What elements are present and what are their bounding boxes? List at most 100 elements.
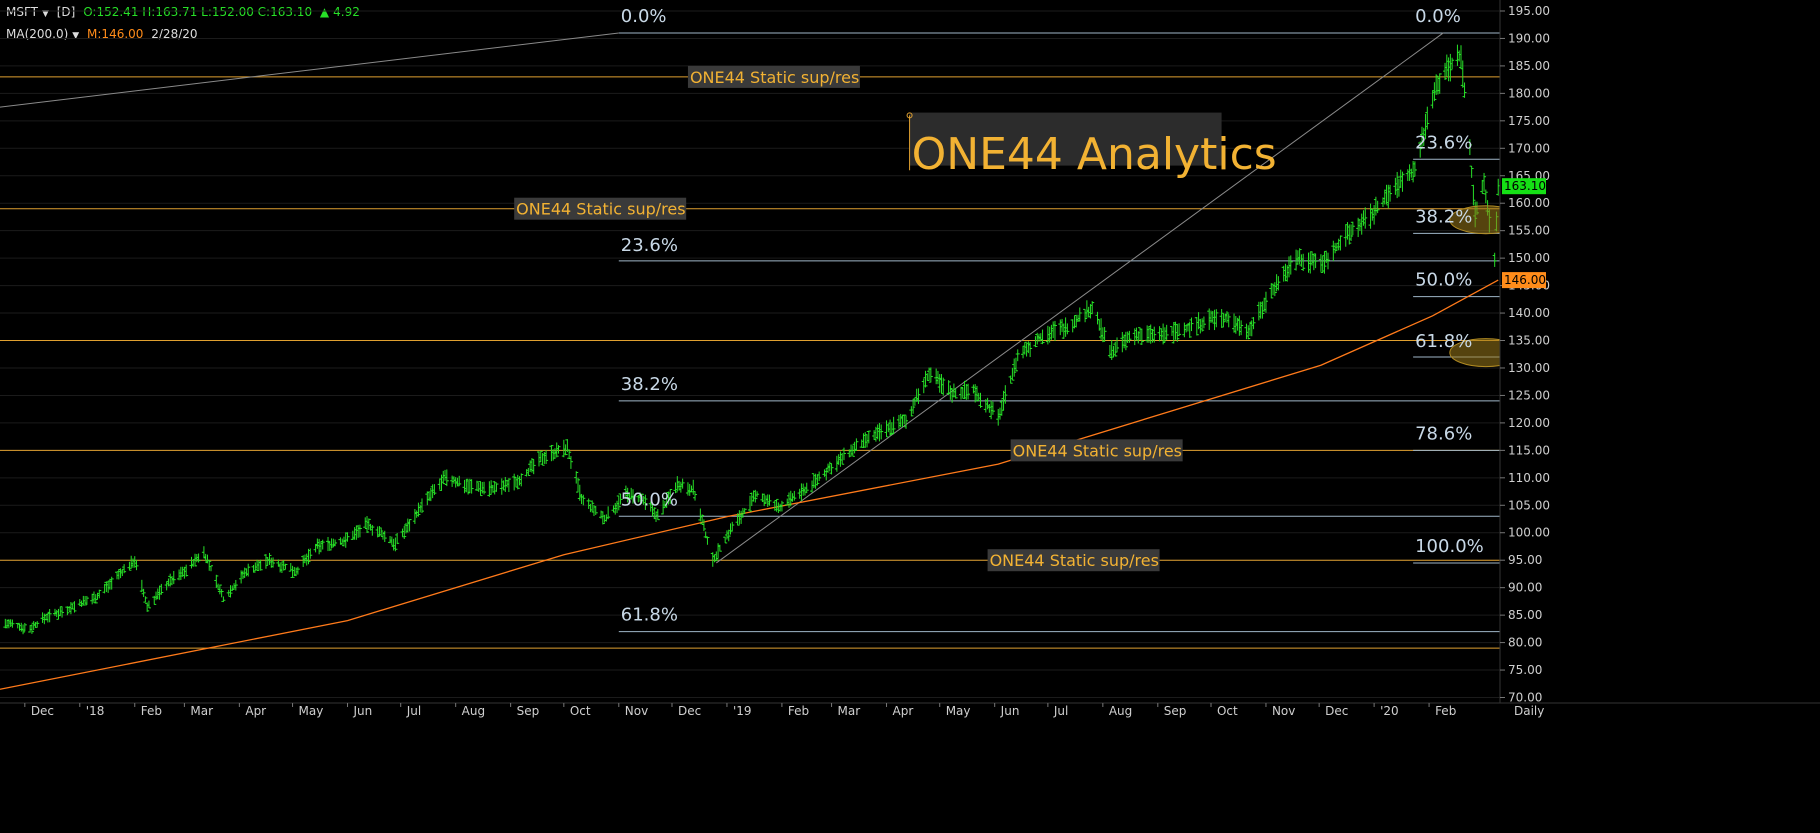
ma-study-value: M:146.00 [87, 27, 144, 41]
static-label-box [1010, 439, 1183, 462]
date-tick-label: '19 [733, 704, 752, 718]
ma-price-badge [1502, 272, 1546, 289]
date-tick-label: Apr [893, 704, 914, 718]
price-tick-label: 175.00 [1508, 114, 1550, 128]
fibonacci-retracements [618, 32, 1500, 633]
ma-study-date: 2/28/20 [151, 27, 198, 41]
price-tick-label: 185.00 [1508, 59, 1550, 73]
fib-level-label: 61.8% [621, 605, 678, 626]
price-tick-label: 140.00 [1508, 306, 1550, 320]
fib-level-label: 38.2% [1415, 206, 1472, 227]
price-tick-label: 170.00 [1508, 141, 1550, 155]
date-tick-label: Nov [1272, 704, 1295, 718]
date-tick-label: Jun [1000, 704, 1020, 718]
ma-study-label[interactable]: MA(200.0) [6, 27, 69, 41]
date-tick-label: Jun [353, 704, 373, 718]
date-tick-label: Sep [517, 704, 540, 718]
price-tick-label: 90.00 [1508, 581, 1542, 595]
date-tick-label: Jul [406, 704, 421, 718]
watermark-anchor-icon [906, 112, 913, 119]
date-tick-label: Oct [1217, 704, 1238, 718]
price-bars [3, 44, 1501, 635]
date-tick-label: Oct [570, 704, 591, 718]
chart-header-study: MA(200.0) ▼ M:146.00 2/28/20 [6, 27, 202, 41]
ohlc-readout: O:152.41 H:163.71 L:152.00 C:163.10 [83, 5, 313, 19]
price-tick-label: 100.00 [1508, 526, 1550, 540]
price-tick-label: 75.00 [1508, 663, 1542, 677]
fib-level-label: 38.2% [621, 374, 678, 395]
date-tick-label: Feb [141, 704, 162, 718]
chart-labels: 0.0% 23.6% 38.2% 50.0% 61.8% 0.0% 23.6% 38.2% 50… [514, 6, 1484, 626]
price-tick-label: 180.00 [1508, 86, 1550, 100]
fib-level-label: 0.0% [621, 6, 667, 27]
date-tick-label: Aug [462, 704, 485, 718]
last-price-value: 163.10 [1504, 179, 1546, 193]
trend-line [716, 32, 1444, 564]
price-tick-label: 195.00 [1508, 4, 1550, 18]
price-tick-label: 125.00 [1508, 388, 1550, 402]
fib-level-label: 0.0% [1415, 6, 1461, 27]
price-tick-label: 85.00 [1508, 608, 1542, 622]
date-tick-label: Nov [625, 704, 648, 718]
static-label-box [687, 65, 860, 88]
static-label-box [987, 549, 1160, 572]
symbol-label[interactable]: MSFT [6, 5, 38, 19]
date-tick-label: Mar [838, 704, 861, 718]
date-tick-label: Feb [788, 704, 809, 718]
watermark-text: ONE44 Analytics [912, 129, 1277, 180]
date-tick-label: '18 [86, 704, 105, 718]
price-tick-label: 160.00 [1508, 196, 1550, 210]
chart-grid [0, 10, 1500, 699]
date-tick-label: Jul [1053, 704, 1068, 718]
static-level-label: ONE44 Static sup/res [987, 549, 1160, 572]
date-tick-label: Sep [1164, 704, 1187, 718]
date-tick-label: Apr [245, 704, 266, 718]
price-tick-label: 155.00 [1508, 224, 1550, 238]
price-tick-label: 150.00 [1508, 251, 1550, 265]
static-label-text: ONE44 Static sup/res [516, 200, 685, 219]
last-price-badge [1502, 178, 1546, 195]
date-tick-label: Aug [1109, 704, 1132, 718]
static-label-text: ONE44 Static sup/res [1013, 441, 1182, 460]
static-level-label: ONE44 Static sup/res [514, 197, 687, 220]
static-level-label: ONE44 Static sup/res [687, 65, 860, 88]
ma-price-value: 146.00 [1504, 273, 1546, 287]
price-tick-label: 135.00 [1508, 334, 1550, 348]
date-tick-label: '20 [1380, 704, 1399, 718]
price-tick-label: 115.00 [1508, 443, 1550, 457]
date-tick-label: Dec [678, 704, 701, 718]
symbol-dropdown-icon[interactable]: ▼ [42, 9, 49, 19]
trend-lines [0, 32, 1444, 564]
price-tick-label: 80.00 [1508, 636, 1542, 650]
watermark-box [909, 112, 1222, 166]
date-tick-label: May [299, 704, 324, 718]
price-tick-label: 120.00 [1508, 416, 1550, 430]
change-up-icon: ▲ [319, 5, 330, 19]
ma-dropdown-icon[interactable]: ▼ [72, 31, 80, 41]
date-tick-label: May [946, 704, 971, 718]
fib-level-label: 50.0% [621, 489, 678, 510]
price-tick-label: 110.00 [1508, 471, 1550, 485]
chart-header-quote: MSFT ▼ [D] O:152.41 H:163.71 L:152.00 C:1… [6, 5, 364, 19]
static-label-box [514, 197, 687, 220]
fib-level-label: 61.8% [1415, 331, 1472, 352]
date-tick-label: Mar [190, 704, 213, 718]
fib-level-label: 23.6% [1415, 132, 1472, 153]
interval-axis-label: Daily [1514, 704, 1544, 718]
fib-level-label: 23.6% [621, 235, 678, 256]
fib-level-label: 100.0% [1415, 536, 1484, 557]
moving-average [0, 279, 1499, 690]
static-label-text: ONE44 Static sup/res [690, 68, 859, 87]
price-tick-label: 190.00 [1508, 31, 1550, 45]
date-tick-label: Dec [1325, 704, 1348, 718]
change-value: 4.92 [333, 5, 360, 19]
price-tick-label: 70.00 [1508, 691, 1542, 705]
interval-label: [D] [56, 5, 76, 19]
date-tick-label: Dec [31, 704, 54, 718]
static-label-text: ONE44 Static sup/res [990, 551, 1159, 570]
fib-level-label: 78.6% [1415, 423, 1472, 444]
price-axis-background [1500, 0, 1820, 833]
moving-average-line [0, 279, 1499, 690]
